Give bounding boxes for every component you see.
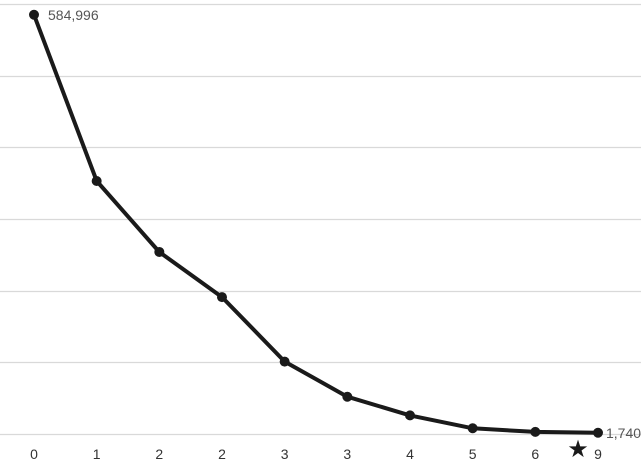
x-axis-ticks: 0 1 2 2 3 3 4 5 6 9 (30, 446, 602, 459)
star-icon: ★ (567, 435, 589, 459)
data-label-first: 584,996 (48, 7, 99, 23)
x-tick-label: 0 (30, 446, 38, 459)
x-tick-label: 1 (93, 446, 101, 459)
data-points (29, 9, 603, 438)
data-point (467, 423, 478, 434)
data-label-last: 1,740 (606, 425, 641, 441)
x-tick-label: 9 (594, 446, 602, 459)
x-tick-label: 2 (218, 446, 226, 459)
x-tick-label: 3 (281, 446, 289, 459)
data-point (29, 9, 39, 20)
x-tick-label: 5 (469, 446, 477, 459)
data-point (154, 246, 165, 257)
gridlines (0, 3, 641, 436)
data-point (279, 356, 290, 367)
data-point (342, 391, 353, 402)
x-tick-label: 3 (343, 446, 351, 459)
data-point (405, 410, 415, 421)
data-point (217, 292, 227, 303)
data-point (91, 176, 102, 187)
series-line (32, 12, 600, 435)
x-tick-label: 6 (531, 446, 539, 459)
data-point (593, 427, 603, 438)
data-point (530, 426, 541, 437)
x-tick-label: 4 (406, 446, 414, 459)
x-tick-label: 2 (155, 446, 163, 459)
